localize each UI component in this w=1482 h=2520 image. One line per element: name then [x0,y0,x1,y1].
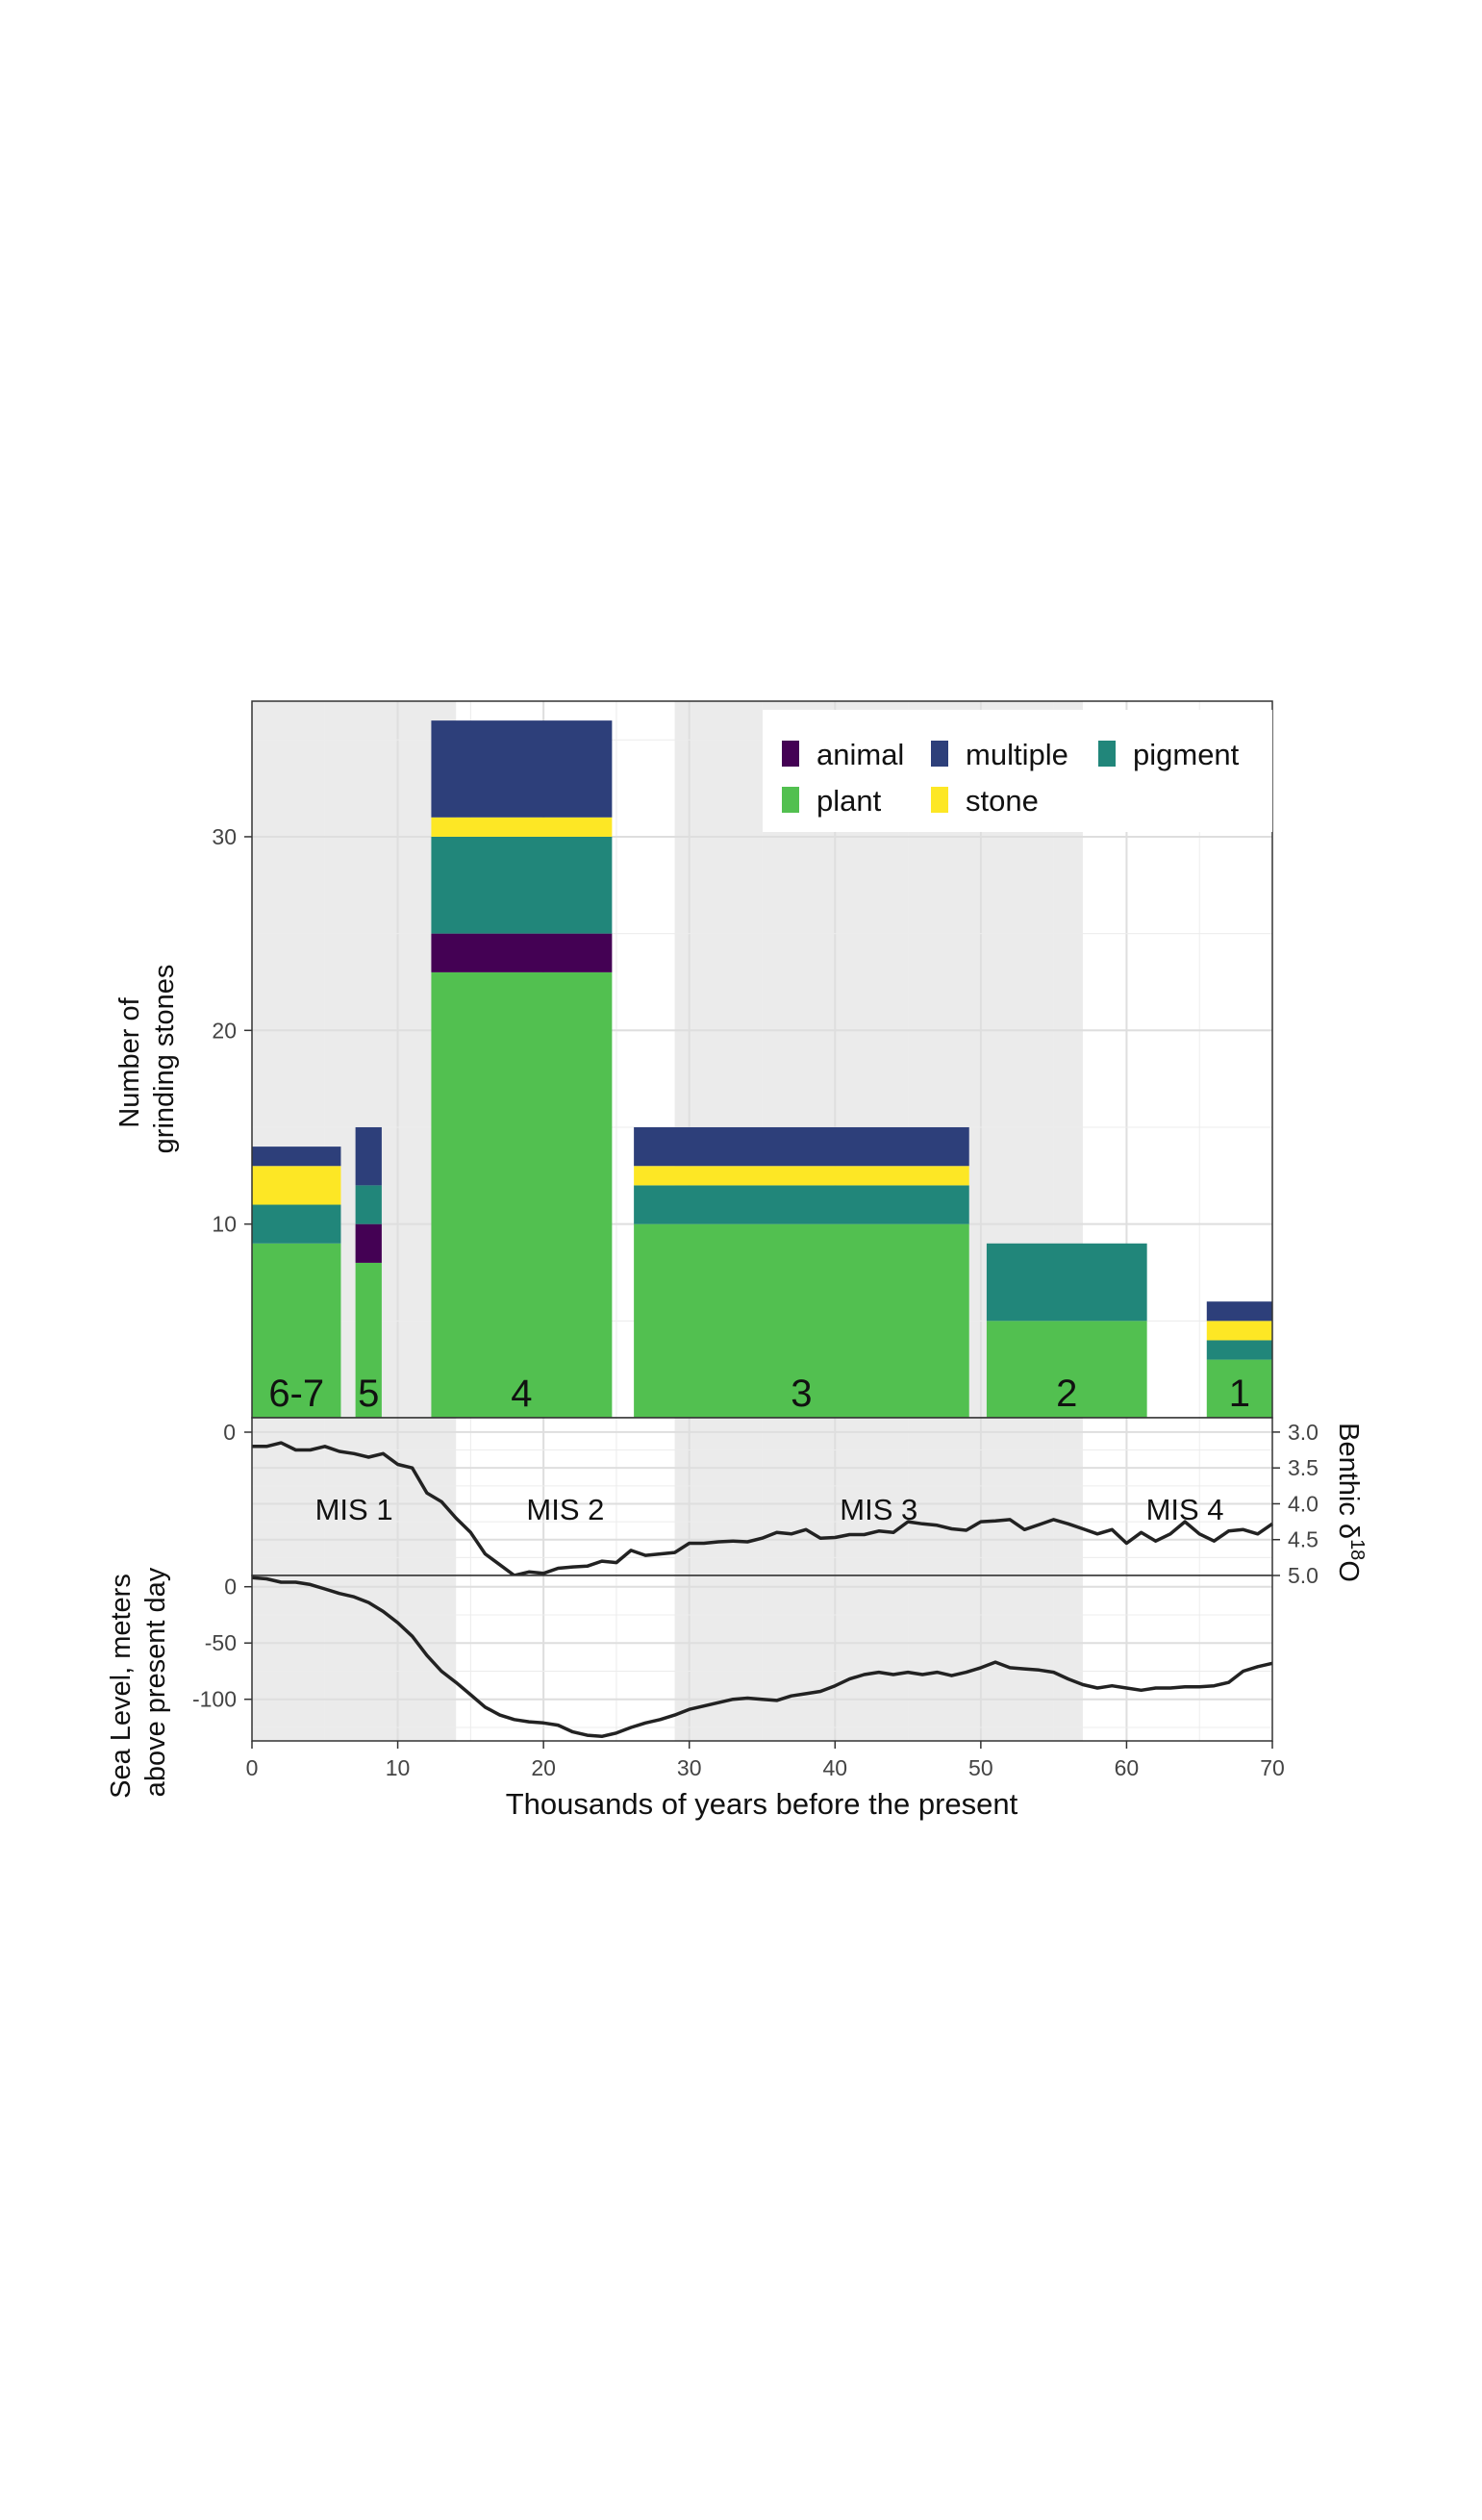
sea-level-y-axis-label-line-1: Sea Level, meters [106,1574,137,1799]
bar-labels: 6-7 5 4 3 2 1 [268,1373,1250,1415]
mis-band-2 [674,1575,1083,1741]
x-tick-label: 10 [386,1755,411,1780]
bar-segment-pigment [252,1204,341,1244]
bar-segment-multiple [252,1147,341,1167]
y-tick-label: -50 [205,1630,237,1655]
y-tick-label: 3.5 [1288,1455,1319,1480]
bar-y-axis-label-line-2: grinding stones [149,965,180,1154]
mis-band-2 [674,1418,1083,1575]
bar-segment-multiple [1206,1301,1272,1322]
y-tick-label: 4.0 [1288,1491,1319,1516]
bar-segment-multiple [431,720,613,818]
benthic-y-axis-label: Benthic δ18O [1333,1423,1368,1582]
bot-gridlines [252,1575,1272,1741]
mid-gridlines [252,1418,1272,1576]
bar-label: 1 [1229,1373,1250,1415]
benthic-panel: MIS 1 MIS 2 MIS 3 MIS 4 3.0 3.5 4.0 4.5 5.0 0 B… [223,1417,1368,1588]
y-tick-label: 0 [224,1575,237,1600]
sea-level-panel: 0 -50 -100 0 10 20 30 40 50 60 70 Sea Level, mete… [106,1566,1285,1821]
legend-label-plant: plant [816,784,882,818]
y-tick-label: 5.0 [1288,1563,1319,1588]
benthic-line [252,1441,1273,1577]
bot-mis-bands [252,1575,1083,1741]
bar-segment-multiple [355,1126,382,1186]
mis-label: MIS 1 [315,1493,393,1526]
bar-y-axis: 10 20 30 [212,824,252,1237]
sea-level-y-axis-label: Sea Level, meters above present day [106,1566,171,1799]
x-tick-label: 40 [822,1755,847,1780]
bar-segment-multiple [634,1126,969,1167]
benthic-y-axis: 3.0 3.5 4.0 4.5 5.0 [1272,1420,1319,1588]
mis-label: MIS 2 [526,1493,604,1526]
x-tick-label: 30 [677,1755,702,1780]
bar-segment-stone [431,817,613,837]
bar-segment-animal [355,1223,382,1263]
y-tick-label: -100 [192,1687,237,1712]
legend-key-pigment [1098,741,1116,767]
mis-labels: MIS 1 MIS 2 MIS 3 MIS 4 [315,1493,1224,1526]
legend-background [763,710,1272,832]
bar-segment-plant [431,971,613,1418]
bar-label: 4 [511,1373,532,1415]
x-axis-label: Thousands of years before the present [506,1787,1018,1821]
x-axis: 0 10 20 30 40 50 60 70 [246,1741,1285,1780]
x-tick-label: 20 [531,1755,556,1780]
bar-segment-stone [1206,1321,1272,1341]
bar-segment-plant [986,1321,1147,1418]
y-tick-label: 3.0 [1288,1420,1319,1445]
y-tick-label: 4.5 [1288,1527,1319,1552]
legend-key-animal [782,741,799,767]
bar-label: 2 [1056,1373,1077,1415]
legend-key-stone [931,787,948,813]
legend-label-multiple: multiple [966,738,1068,771]
x-tick-label: 50 [968,1755,993,1780]
sea-level-y-axis: 0 -50 -100 [192,1575,252,1712]
sea-level-y-axis-label-line-2: above present day [140,1567,171,1797]
legend-key-plant [782,787,799,813]
bar-label: 5 [358,1373,379,1415]
sea-level-panel-border [251,1575,1273,1742]
legend-label-stone: stone [966,784,1039,818]
bar-segment-stone [634,1166,969,1186]
bar-segment-plant [355,1262,382,1418]
bar-segment-animal [431,933,613,972]
mis-label: MIS 4 [1146,1493,1224,1526]
bar-segment-pigment [355,1185,382,1224]
x-tick-label: 0 [246,1755,259,1780]
bar-segment-stone [252,1166,341,1205]
mis-band-1 [252,1575,457,1741]
benthic-left-tick-label: 0 [223,1420,236,1445]
x-tick-label: 60 [1115,1755,1140,1780]
bar-label: 3 [791,1373,812,1415]
x-tick-label: 70 [1260,1755,1285,1780]
bar-y-axis-label-line-1: Number of [114,996,145,1127]
stacked-bars [252,720,1272,1418]
mis-label: MIS 3 [840,1493,917,1526]
bar-y-axis-label: Number of grinding stones [114,965,180,1154]
y-tick-label: 10 [212,1212,237,1237]
legend-label-pigment: pigment [1133,738,1240,771]
legend-key-multiple [931,741,948,767]
legend: animal multiple pigment plant stone [763,710,1272,832]
bar-segment-plant [634,1223,969,1418]
bar-segment-pigment [431,836,613,934]
bar-segment-pigment [1206,1340,1272,1360]
bar-segment-pigment [986,1243,1147,1322]
bar-segment-plant [1206,1359,1272,1418]
bar-label: 6-7 [268,1373,324,1415]
legend-label-animal: animal [816,738,904,771]
y-tick-label: 30 [212,824,237,849]
bar-panel: 6-7 5 4 3 2 1 10 20 30 Number of grinding stone… [114,700,1273,1419]
bar-segment-pigment [634,1185,969,1224]
sea-level-line [251,1575,1273,1739]
y-tick-label: 20 [212,1018,237,1043]
bar-segment-plant [252,1243,341,1418]
